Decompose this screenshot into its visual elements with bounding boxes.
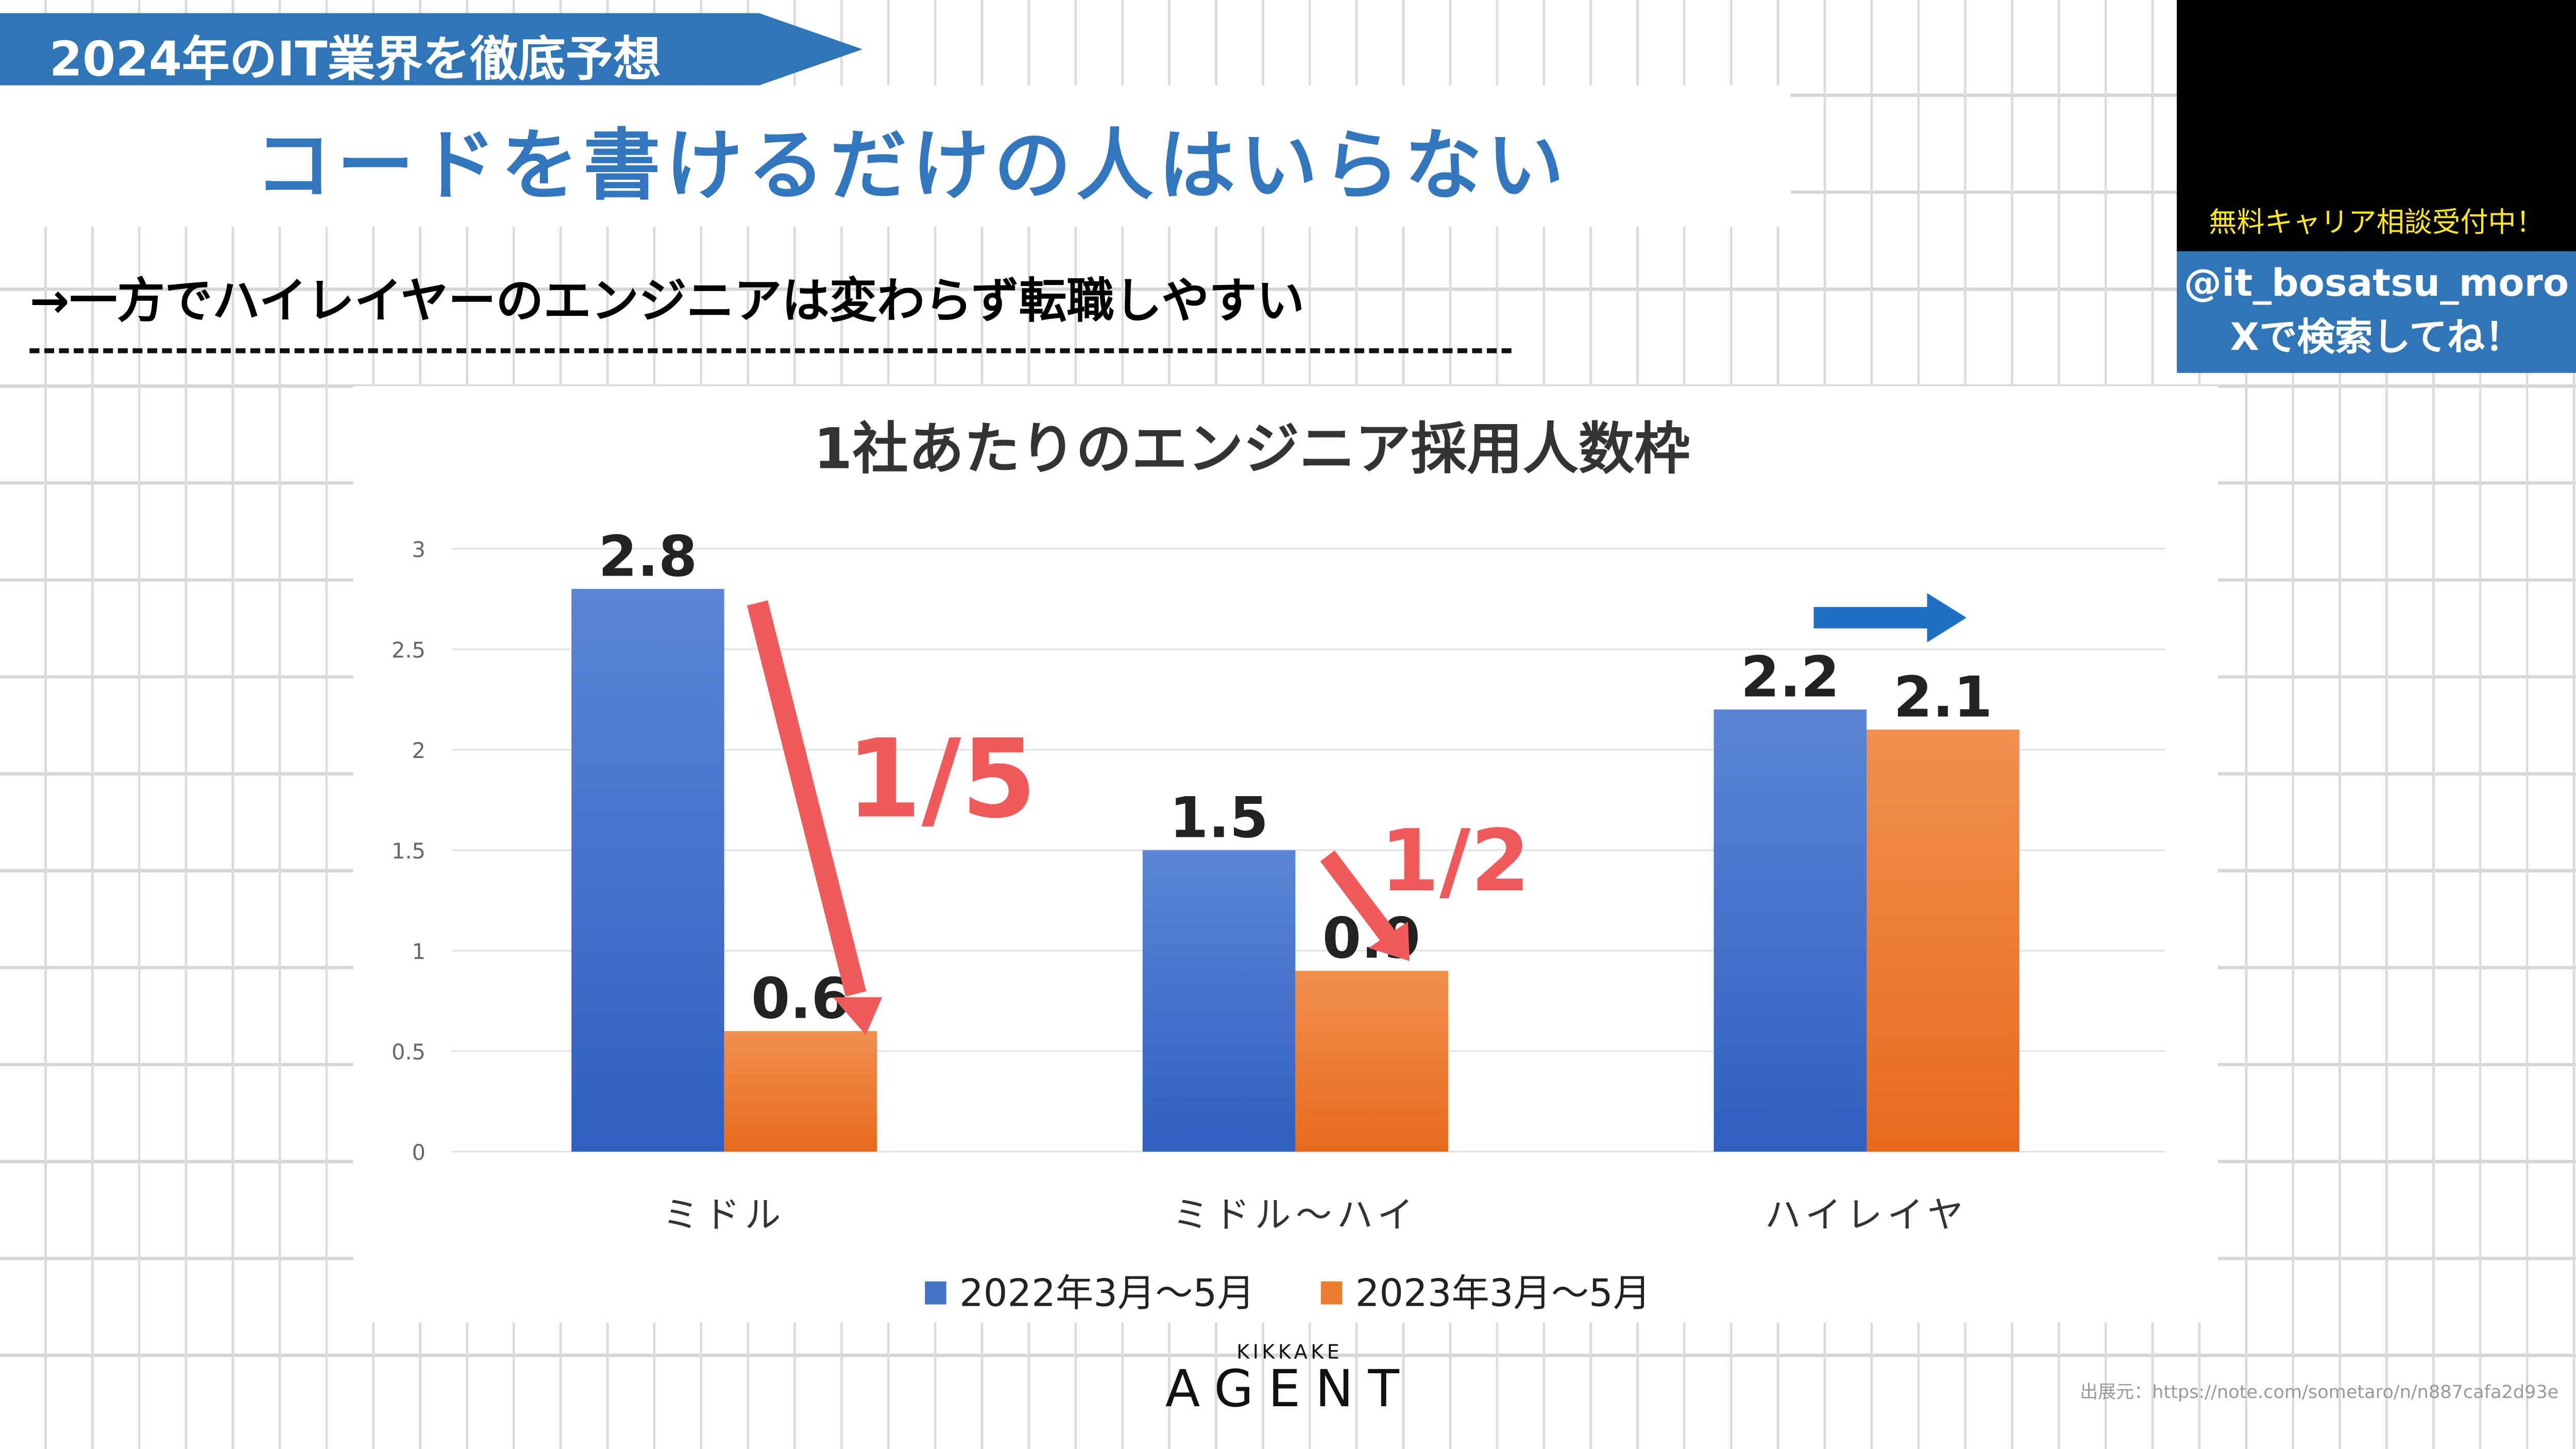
bar-2022 — [571, 588, 724, 1152]
bar-2023 — [1295, 970, 1448, 1152]
promo-text: 無料キャリア相談受付中！ — [2209, 207, 2544, 240]
legend-swatch — [1320, 1281, 1343, 1305]
bar-value-label: 1.5 — [1170, 785, 1268, 850]
source-citation: 出展元：https://note.com/sometaro/n/n887cafa… — [2079, 1381, 2559, 1403]
dashed-divider — [29, 348, 1512, 353]
y-tick-label: 1 — [412, 939, 426, 964]
legend-label: 2022年3月〜5月 — [959, 1272, 1255, 1316]
y-tick-label: 2 — [412, 738, 426, 763]
decrease-arrow-middle — [747, 600, 867, 997]
kikkake-agent-logo: KIKKAKE AGENT — [1150, 1341, 1429, 1417]
annotation-one-half: 1/2 — [1380, 812, 1530, 911]
title-background — [0, 85, 1791, 227]
x-category-label: ミドル — [663, 1194, 786, 1236]
logo-bottom: AGENT — [1165, 1360, 1414, 1420]
y-tick-label: 3 — [412, 537, 426, 562]
bar-value-label: 0.6 — [751, 966, 850, 1031]
decrease-arrow-mid-high — [1320, 850, 1396, 942]
bar-chart: 1社あたりのエンジニア採用人数枠 0 0.5 1 1.5 2 2.5 3 2.8 0.6 ミドル 1… — [392, 416, 2165, 1316]
banner-label: 2024年のIT業界を徹底予想 — [49, 31, 661, 87]
search-hint: Xで検索してね！ — [2230, 317, 2523, 360]
arrow-head — [1927, 593, 1967, 643]
annotation-one-fifth: 1/5 — [846, 716, 1037, 843]
y-tick-label: 0.5 — [392, 1040, 426, 1065]
x-handle[interactable]: @it_bosatsu_moro — [2183, 263, 2569, 306]
arrow-head — [833, 997, 883, 1035]
y-tick-label: 0 — [412, 1140, 426, 1165]
bar-value-label: 2.8 — [598, 524, 697, 589]
promo-panel — [2177, 0, 2576, 251]
y-tick-label: 1.5 — [392, 839, 426, 864]
page-title: コードを書けるだけの人はいらない — [255, 121, 1569, 212]
bar-2023 — [724, 1031, 877, 1152]
annotation-arrows: 1/5 1/2 — [747, 593, 1967, 1035]
bar-2023 — [1866, 729, 2020, 1152]
x-category-label: ミドル〜ハイ — [1173, 1194, 1418, 1236]
arrow-head — [1368, 921, 1410, 962]
subtitle: →一方でハイレイヤーのエンジニアは変わらず転職しやすい — [29, 273, 1304, 329]
bar-value-label: 2.1 — [1893, 664, 1992, 730]
bar-2022 — [1714, 709, 1867, 1152]
logo-top: KIKKAKE — [1236, 1340, 1343, 1364]
section-banner: 2024年のIT業界を徹底予想 — [0, 13, 863, 86]
y-tick-label: 2.5 — [392, 638, 426, 663]
legend-label: 2023年3月〜5月 — [1355, 1272, 1651, 1316]
x-handle-panel: @it_bosatsu_moro Xで検索してね！ — [2177, 251, 2576, 373]
bar-2022 — [1142, 850, 1296, 1152]
bar-value-label: 2.2 — [1741, 644, 1840, 710]
x-category-label: ハイレイヤ — [1765, 1194, 1968, 1236]
chart-title: 1社あたりのエンジニア採用人数枠 — [814, 416, 1690, 482]
legend-swatch — [925, 1281, 946, 1305]
